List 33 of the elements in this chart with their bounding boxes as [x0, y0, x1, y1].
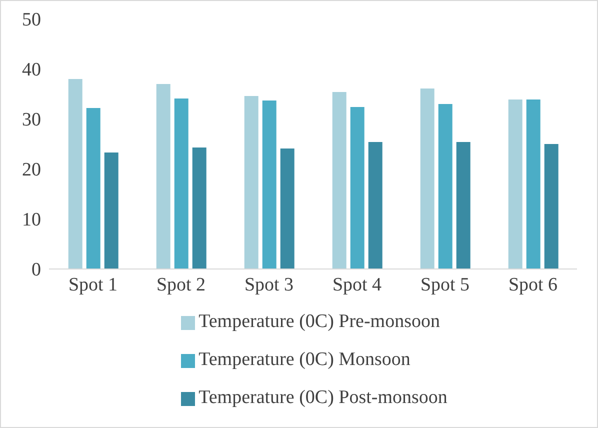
- bar: [368, 142, 382, 269]
- x-tick-label: Spot 3: [244, 274, 294, 296]
- bar: [544, 144, 558, 269]
- bar: [456, 142, 470, 269]
- bar: [156, 84, 170, 269]
- x-tick-label: Spot 4: [332, 274, 382, 296]
- x-tick-label: Spot 5: [420, 274, 470, 296]
- bar: [244, 96, 258, 269]
- bar: [526, 100, 540, 269]
- bar: [438, 104, 452, 269]
- bar: [350, 107, 364, 269]
- y-tick-label: 10: [22, 210, 41, 231]
- legend-label: Temperature (0C) Monsoon: [198, 349, 410, 370]
- y-tick-label: 30: [22, 110, 41, 131]
- y-tick-label: 50: [22, 10, 41, 31]
- bar: [420, 88, 434, 269]
- legend-label: Temperature (0C) Post-monsoon: [198, 387, 448, 408]
- bar: [262, 100, 276, 269]
- bar: [104, 152, 118, 269]
- bar: [332, 92, 346, 269]
- y-tick-label: 20: [22, 160, 41, 181]
- bar: [192, 148, 206, 269]
- bar: [68, 79, 82, 269]
- bar: [280, 148, 294, 269]
- x-tick-label: Spot 1: [68, 274, 118, 296]
- x-tick-label: Spot 2: [156, 274, 206, 296]
- x-tick-label: Spot 6: [508, 274, 558, 296]
- y-tick-label: 40: [22, 60, 41, 81]
- y-tick-label: 0: [32, 260, 41, 281]
- bar: [86, 108, 100, 269]
- bar: [508, 100, 522, 269]
- legend-label: Temperature (0C) Pre-monsoon: [198, 311, 440, 332]
- bar: [174, 98, 188, 269]
